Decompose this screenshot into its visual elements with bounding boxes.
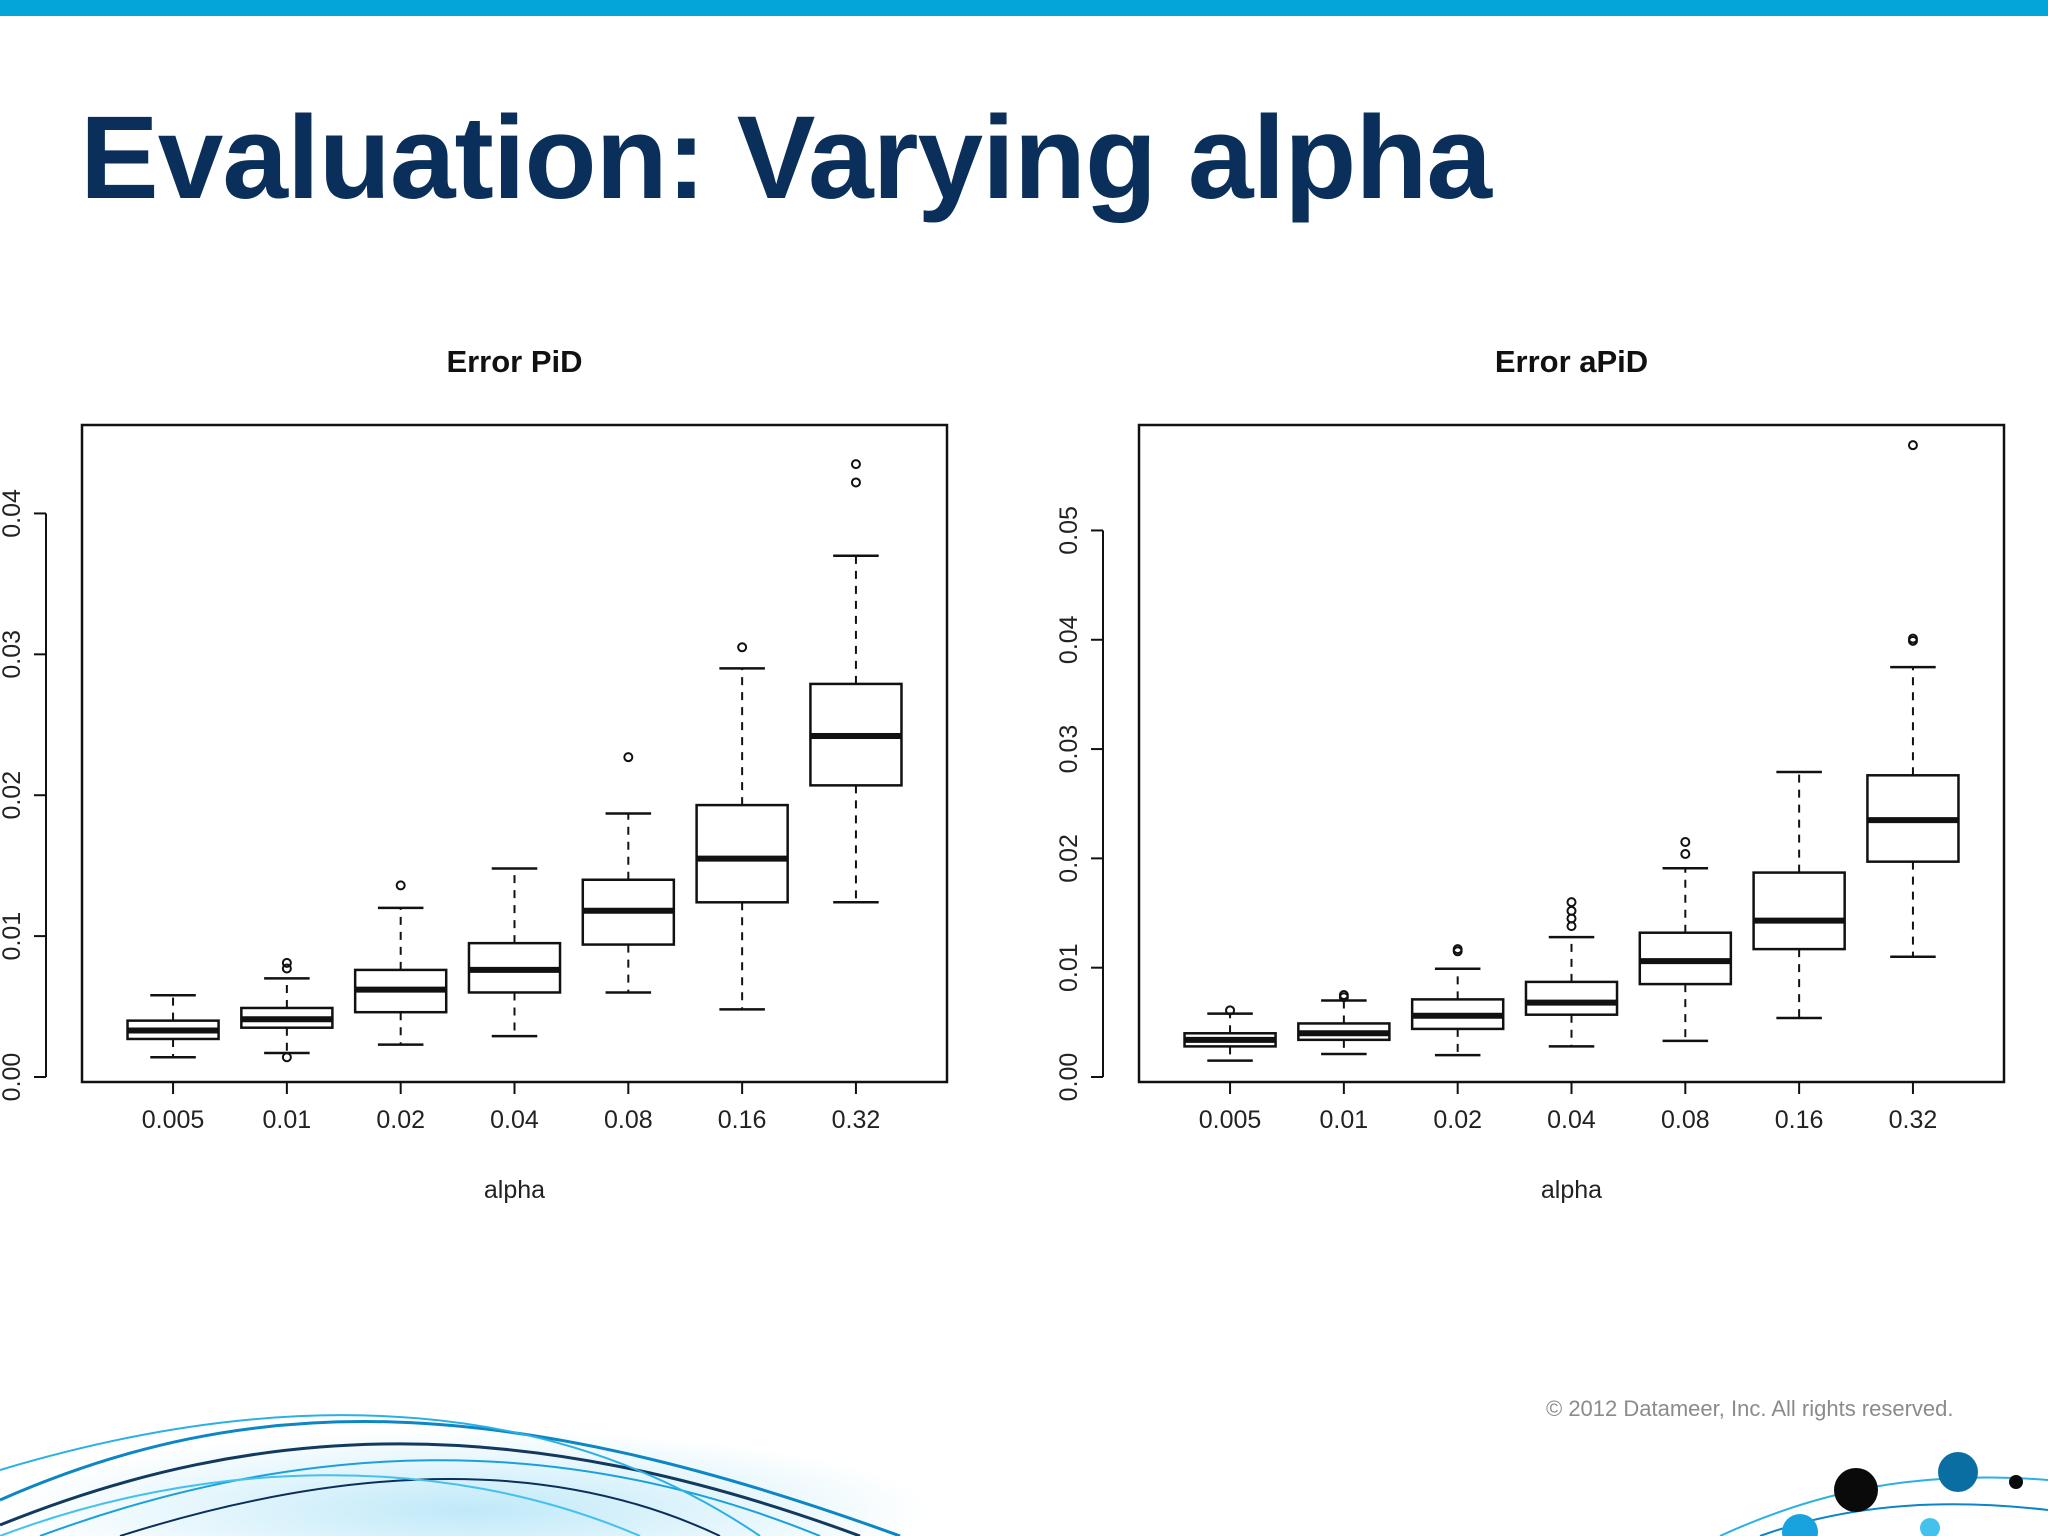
box-0.04	[467, 867, 562, 1038]
box-0.08	[581, 752, 676, 994]
y-tick-label: 0.03	[0, 630, 26, 679]
x-axis-label: alpha	[1541, 1176, 1602, 1204]
chart-title: Error aPiD	[1495, 344, 1648, 379]
outlier-point	[281, 963, 292, 974]
charts-canvas: Error PiD 0.00 0.01 0.02 0.03 0.04 0.005 0.01 0.…	[0, 344, 2006, 1204]
outlier-point	[623, 752, 634, 763]
outlier-point	[1680, 836, 1691, 847]
box-0.01	[240, 957, 334, 1063]
slide-title: Evaluation: Varying alpha	[80, 92, 1492, 224]
x-tick-label: 0.01	[263, 1106, 312, 1134]
outlier-point	[1680, 849, 1691, 860]
outlier-point	[395, 880, 406, 891]
outlier-point	[1566, 897, 1577, 908]
y-tick-label: 0.00	[1055, 1053, 1083, 1102]
iqr-box	[1524, 980, 1619, 1016]
x-tick-label: 0.04	[490, 1106, 539, 1134]
y-tick-label: 0.04	[0, 489, 26, 538]
decorative-swoosh	[0, 1414, 2048, 1536]
x-tick-label: 0.005	[1199, 1106, 1262, 1134]
outlier-point	[850, 477, 861, 488]
x-axis-label: alpha	[484, 1176, 545, 1204]
box-0.005	[1183, 1005, 1277, 1062]
x-tick-label: 0.04	[1547, 1106, 1596, 1134]
box-0.005	[126, 994, 220, 1059]
y-tick-label: 0.02	[0, 771, 26, 820]
x-tick-label: 0.02	[376, 1106, 425, 1134]
x-tick-label: 0.01	[1320, 1106, 1369, 1134]
y-tick-label: 0.00	[0, 1053, 26, 1102]
box-0.04	[1524, 897, 1619, 1048]
copyright-text: © 2012 Datameer, Inc. All rights reserve…	[1546, 1396, 1954, 1421]
box-0.08	[1638, 836, 1733, 1043]
top-accent-bar	[0, 0, 2048, 16]
box-0.02	[1410, 944, 1505, 1057]
box-0.32	[1866, 440, 1960, 959]
x-tick-label: 0.32	[832, 1106, 881, 1134]
y-tick-label: 0.05	[1055, 506, 1083, 555]
x-tick-label: 0.08	[604, 1106, 653, 1134]
chart-1: Error PiD 0.00 0.01 0.02 0.03 0.04 0.005 0.01 0.…	[0, 344, 949, 1204]
y-tick-label: 0.04	[1055, 615, 1083, 664]
box-0.02	[353, 880, 448, 1046]
x-tick-label: 0.32	[1889, 1106, 1938, 1134]
y-tick-label: 0.02	[1055, 834, 1083, 883]
outlier-point	[850, 459, 861, 470]
y-tick-label: 0.01	[0, 912, 26, 961]
outlier-point	[1452, 944, 1463, 955]
box-0.16	[695, 642, 789, 1011]
x-tick-label: 0.005	[142, 1106, 205, 1134]
outlier-point	[737, 642, 748, 653]
outlier-point	[281, 1052, 292, 1063]
outlier-point	[1907, 440, 1918, 451]
x-tick-label: 0.02	[1433, 1106, 1482, 1134]
box-0.16	[1752, 770, 1846, 1020]
outlier-point	[1225, 1005, 1236, 1016]
chart-2: Error aPiD 0.00 0.01 0.02 0.03 0.04 0.05 0.005 0…	[1055, 344, 2006, 1204]
chart-title: Error PiD	[446, 344, 582, 379]
outlier-point	[1338, 990, 1349, 1001]
iqr-box	[1752, 871, 1846, 951]
x-tick-label: 0.16	[1775, 1106, 1824, 1134]
outlier-point	[1907, 633, 1918, 644]
x-tick-label: 0.16	[718, 1106, 767, 1134]
box-0.32	[809, 459, 903, 904]
iqr-box	[695, 803, 789, 904]
y-tick-label: 0.03	[1055, 725, 1083, 774]
y-tick-label: 0.01	[1055, 943, 1083, 992]
x-tick-label: 0.08	[1661, 1106, 1710, 1134]
outlier-point	[281, 957, 292, 968]
box-0.01	[1297, 990, 1391, 1056]
